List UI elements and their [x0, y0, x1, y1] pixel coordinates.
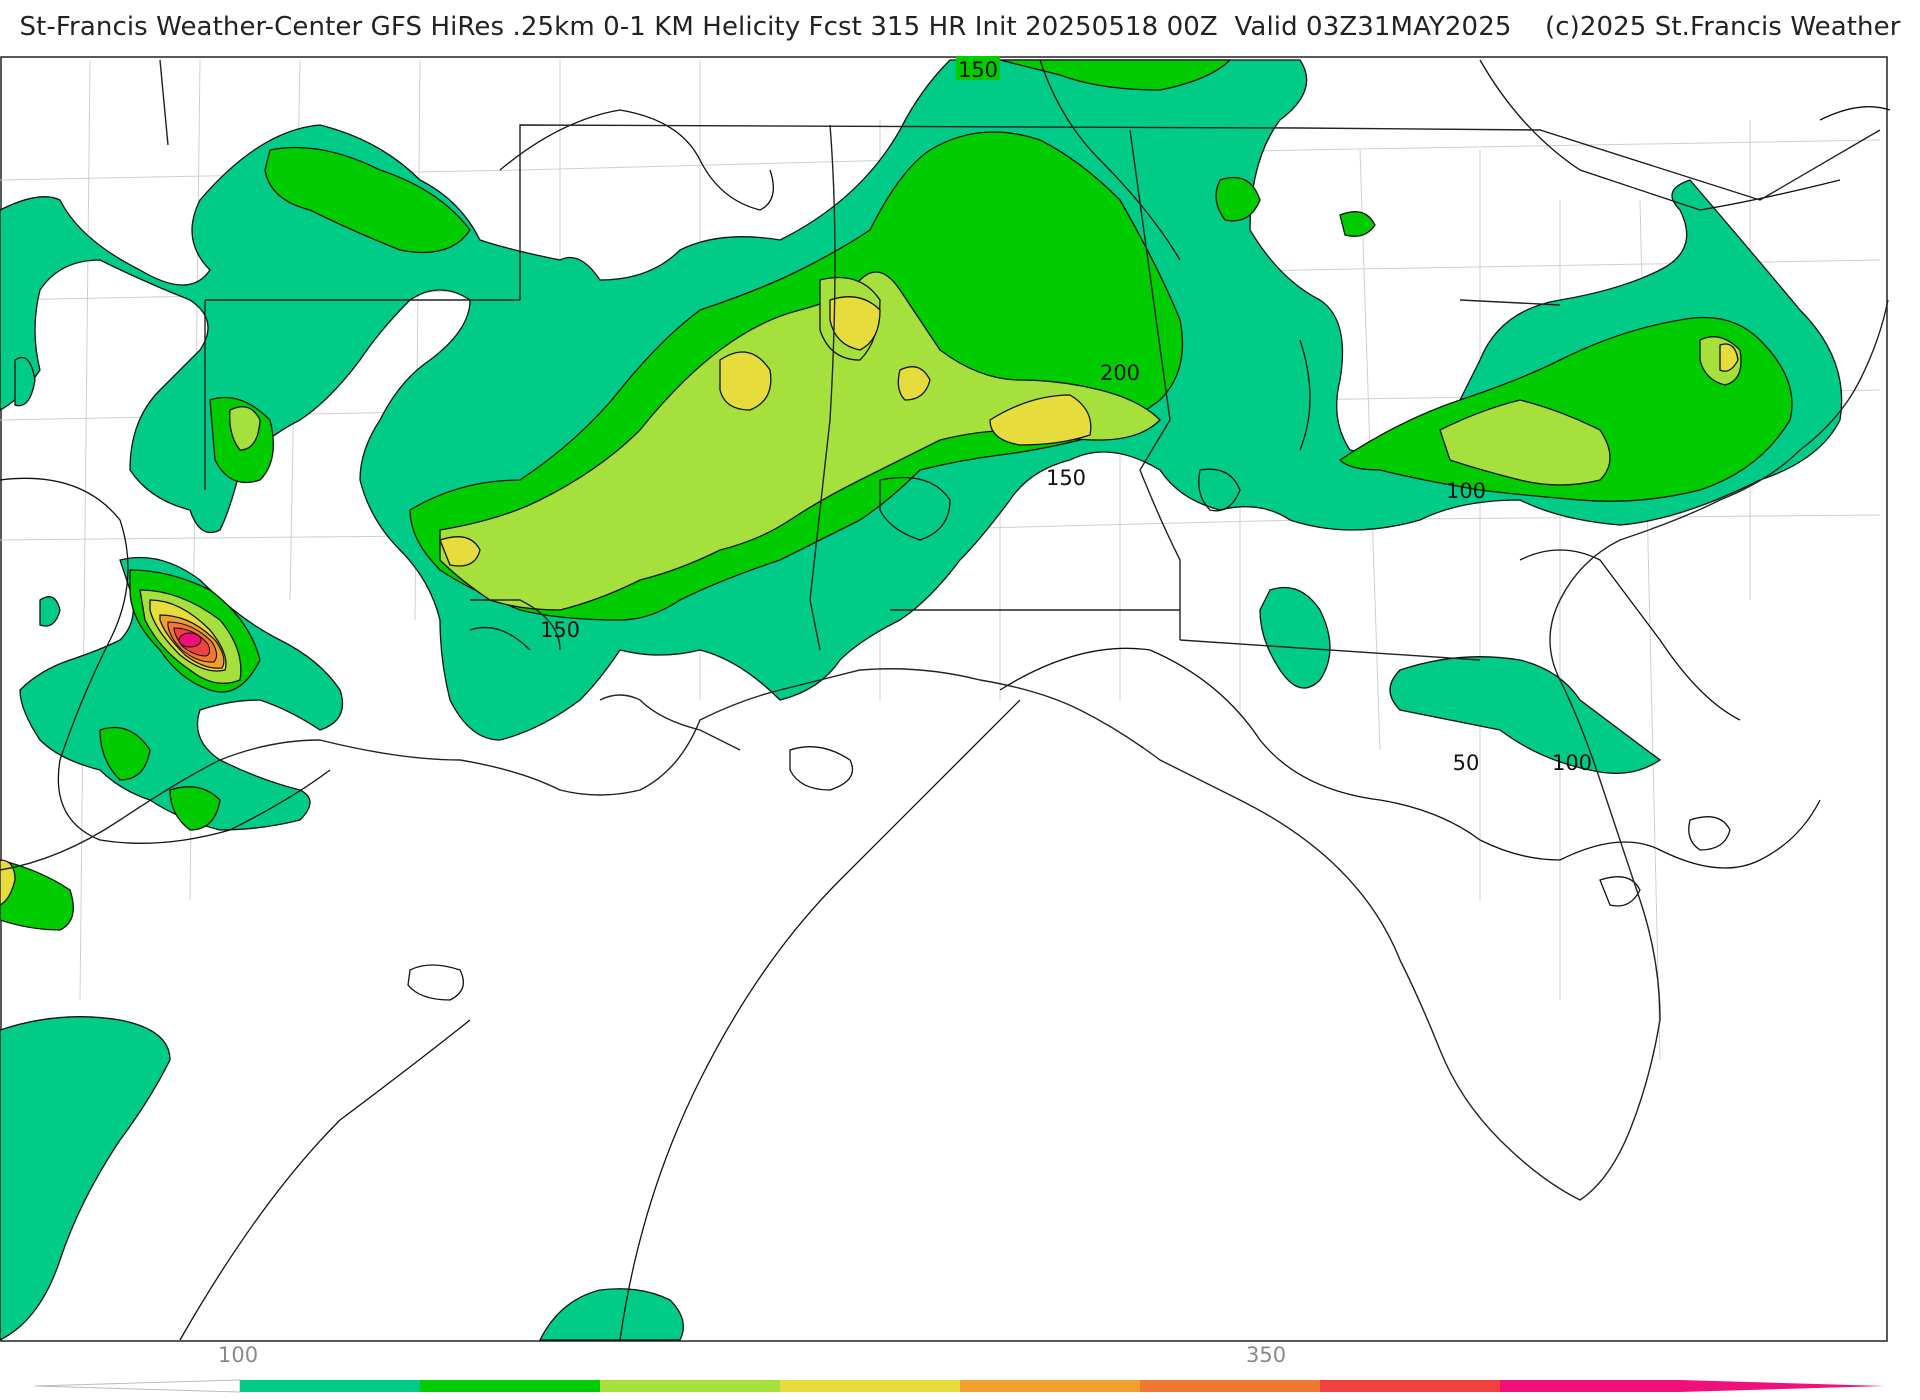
colorbar-tick-label: 100	[218, 1343, 259, 1367]
contour-label: 100	[1552, 751, 1592, 775]
colorbar-tick-label: 350	[1246, 1343, 1287, 1367]
coastline	[0, 299, 1889, 1201]
colorbar-bin	[600, 1380, 781, 1392]
contour-label-group: 150 200 150 150 100 50 100	[540, 56, 1592, 775]
helicity-fill-250	[0, 296, 1739, 906]
state-borders	[159, 59, 1881, 661]
colorbar-left-arrow	[34, 1379, 241, 1393]
colorbar-bin	[1320, 1380, 1501, 1392]
contour-label: 150	[958, 58, 998, 82]
colorbar: 100 350	[0, 1340, 1920, 1400]
contour-label: 200	[1100, 361, 1140, 385]
colorbar-bin	[960, 1380, 1141, 1392]
contour-label: 150	[540, 618, 580, 642]
colorbar-bin	[1140, 1380, 1321, 1392]
contour-label: 100	[1446, 479, 1486, 503]
map-title: St-Francis Weather-Center GFS HiRes .25k…	[19, 12, 1901, 42]
colorbar-bin	[1500, 1380, 1681, 1392]
colorbar-bin	[240, 1380, 421, 1392]
helicity-fill-450	[178, 632, 202, 648]
colorbar-bin	[780, 1380, 961, 1392]
contour-label: 150	[1046, 466, 1086, 490]
colorbar-bin	[420, 1380, 601, 1392]
colorbar-right-arrow	[1680, 1380, 1885, 1392]
contour-label: 50	[1453, 751, 1480, 775]
contour-lines	[0, 59, 1891, 1341]
